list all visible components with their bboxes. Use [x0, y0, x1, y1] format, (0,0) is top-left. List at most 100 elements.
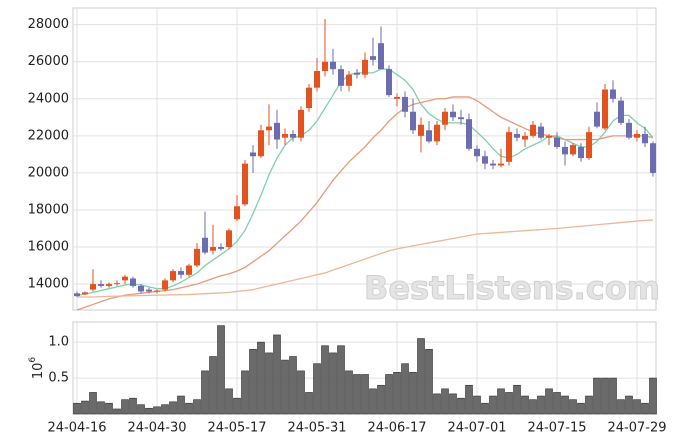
candle-body [490, 163, 496, 166]
volume-bar [449, 393, 457, 415]
candle-body [434, 124, 440, 142]
volume-bar [537, 395, 545, 415]
volume-bar [385, 374, 393, 415]
volume-bar [329, 352, 337, 415]
candle-body [130, 278, 136, 286]
volume-bar [393, 372, 401, 415]
volume-bar [593, 377, 601, 415]
candle-body [538, 126, 544, 138]
volume-bar [513, 384, 521, 415]
volume-bar [273, 334, 281, 415]
candle-body [210, 247, 216, 251]
candle-body [586, 132, 592, 159]
candle-body [338, 69, 344, 86]
candle-body [370, 56, 376, 60]
x-tick-label: 24-04-16 [47, 421, 106, 436]
candle-body [330, 61, 336, 70]
candle-body [114, 283, 120, 285]
watermark: BestListens.com [364, 269, 660, 307]
candle-body [346, 74, 352, 86]
volume-bar [297, 370, 305, 415]
candle-body [410, 111, 416, 131]
volume-bar [89, 392, 97, 415]
volume-bar [177, 395, 185, 415]
y-tick-label: 24000 [28, 91, 69, 106]
volume-bar [529, 399, 537, 415]
volume-bar [601, 377, 609, 415]
candle-body [258, 130, 264, 157]
volume-bar [353, 374, 361, 415]
candle-body [530, 124, 536, 136]
candle-body [354, 72, 360, 75]
volume-bar [73, 402, 81, 415]
x-tick-label: 24-06-17 [367, 421, 426, 436]
candle-body [506, 132, 512, 162]
candle-body [106, 284, 112, 286]
candle-body [194, 248, 200, 266]
candle-body [90, 284, 96, 290]
volume-bar [345, 370, 353, 415]
volume-bar [185, 402, 193, 415]
candle-body [306, 87, 312, 109]
candle-body [602, 89, 608, 129]
volume-bar [377, 384, 385, 415]
volume-bar [201, 370, 209, 415]
volume-bar [641, 402, 649, 415]
candle-body [74, 293, 80, 297]
volume-bar [433, 393, 441, 415]
candle-body [570, 145, 576, 155]
candle-body [594, 111, 600, 127]
x-tick-label: 24-04-30 [127, 421, 186, 436]
candle-body [314, 70, 320, 88]
volume-bar [145, 407, 153, 415]
volume-bar [617, 399, 625, 415]
volume-bar [305, 392, 313, 415]
volume-bar [281, 359, 289, 415]
volume-bar [161, 404, 169, 415]
candle-body [418, 124, 424, 136]
candle-body [266, 126, 272, 131]
candle-body [450, 111, 456, 118]
y-tick-label: 1.0 [48, 335, 69, 350]
candle-body [650, 143, 656, 173]
volume-bar [321, 345, 329, 415]
volume-bar [97, 401, 105, 415]
moving-average-line [76, 68, 654, 296]
volume-bar [121, 399, 129, 415]
candle-body [610, 89, 616, 99]
candle-body [138, 285, 144, 292]
volume-bar [577, 402, 585, 415]
volume-bar [409, 372, 417, 415]
y-axis-label: 106 [28, 357, 46, 380]
volume-bar [113, 408, 121, 415]
volume-bar [217, 325, 225, 415]
candle-body [642, 133, 648, 144]
candle-body [546, 135, 552, 138]
candle-body [514, 133, 520, 138]
candle-body [274, 122, 280, 140]
volume-bar [417, 338, 425, 415]
y-tick-label: 28000 [28, 17, 69, 32]
volume-bar [241, 370, 249, 415]
candle-body [162, 280, 168, 290]
volume-bar [481, 402, 489, 415]
volume-bar [585, 395, 593, 415]
y-tick-label: 26000 [28, 54, 69, 69]
candle-body [82, 292, 88, 295]
volume-bar [625, 395, 633, 415]
y-axis-label-exponent: 6 [28, 357, 38, 363]
candle-body [290, 133, 296, 138]
candle-body [554, 137, 560, 147]
volume-bar [561, 395, 569, 415]
volume-bar [553, 392, 561, 415]
volume-bar [545, 388, 553, 415]
volume-bar [521, 395, 529, 415]
candle-body [202, 237, 208, 253]
volume-bar [609, 377, 617, 415]
candle-body [218, 247, 224, 249]
candle-body [122, 276, 128, 281]
candle-body [386, 69, 392, 96]
candle-body [178, 271, 184, 275]
candle-body [498, 163, 504, 166]
volume-bar [505, 392, 513, 415]
